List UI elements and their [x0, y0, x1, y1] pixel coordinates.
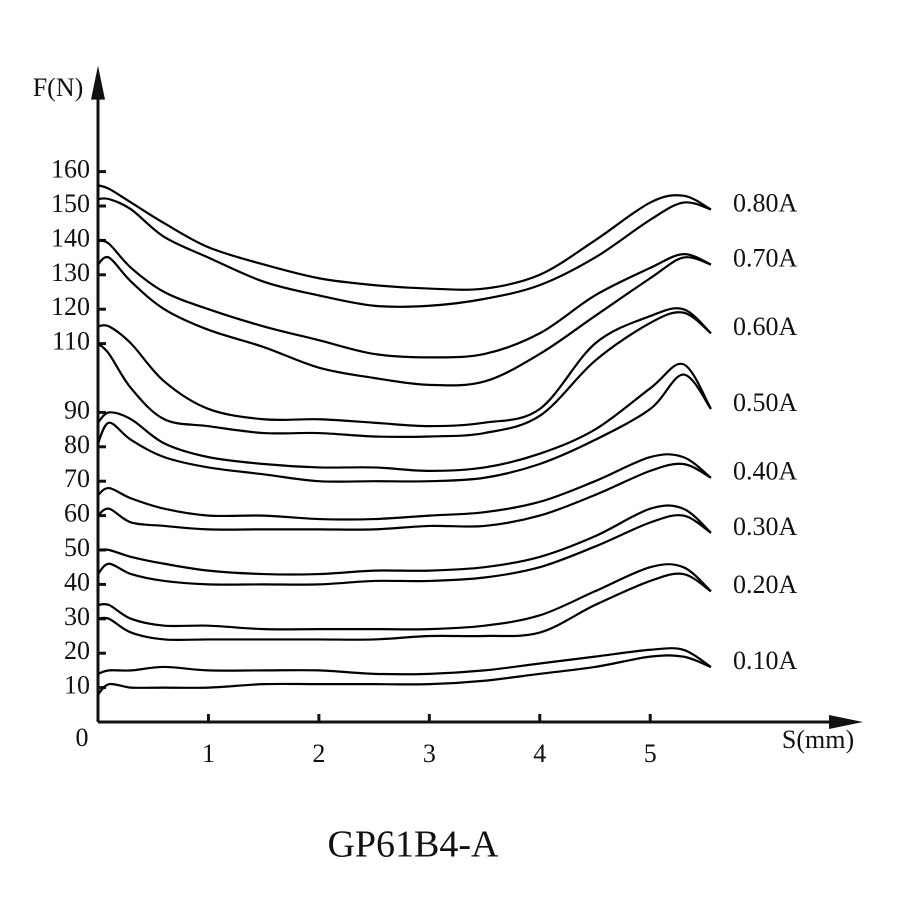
y-axis-arrow [91, 65, 105, 100]
x-tick-label: 1 [202, 739, 215, 768]
series-label: 0.10A [733, 646, 798, 675]
y-tick-label: 60 [64, 499, 90, 528]
y-tick-label: 40 [64, 567, 90, 596]
curve-lower [97, 572, 712, 642]
y-tick-label: 10 [64, 671, 90, 700]
curve-upper [97, 184, 712, 291]
y-tick-label: 120 [51, 292, 90, 321]
x-tick-label: 3 [423, 739, 436, 768]
x-axis-arrow [829, 715, 863, 729]
origin-label: 0 [76, 723, 89, 752]
y-tick-label: 20 [64, 636, 90, 665]
series-label: 0.40A [733, 457, 798, 486]
x-axis-label: S(mm) [782, 725, 854, 754]
y-tick-label: 80 [64, 430, 90, 459]
series-label: 0.80A [733, 188, 798, 217]
curve-lower [97, 514, 712, 586]
x-tick-label: 5 [644, 739, 657, 768]
curve-lower [97, 255, 712, 387]
curve-lower [97, 654, 712, 696]
y-tick-label: 130 [51, 258, 90, 287]
y-tick-label: 150 [51, 189, 90, 218]
y-tick-label: 160 [51, 155, 90, 184]
series-label: 0.50A [733, 388, 798, 417]
curve-lower [97, 462, 712, 531]
curve-upper [97, 453, 712, 521]
curve-upper [97, 647, 712, 676]
curve-lower [97, 197, 712, 308]
x-tick-label: 4 [533, 739, 546, 768]
curve-upper [97, 307, 712, 428]
series-label: 0.30A [733, 512, 798, 541]
curve-upper [97, 504, 712, 576]
y-tick-label: 30 [64, 602, 90, 631]
chart-title: GP61B4-A [327, 824, 499, 866]
curve-upper [97, 239, 712, 359]
y-tick-label: 70 [64, 464, 90, 493]
y-tick-label: 110 [52, 327, 90, 356]
series-label: 0.60A [733, 312, 798, 341]
y-tick-label: 140 [51, 223, 90, 252]
curve-upper [97, 563, 712, 631]
y-tick-label: 90 [64, 395, 90, 424]
curve-upper [97, 362, 712, 472]
x-tick-label: 2 [312, 739, 325, 768]
series-label: 0.20A [733, 570, 798, 599]
y-axis-label: F(N) [33, 73, 84, 102]
series-label: 0.70A [733, 243, 798, 272]
curve-lower [96, 373, 712, 483]
y-tick-label: 50 [64, 533, 90, 562]
curve-lower [97, 311, 712, 439]
